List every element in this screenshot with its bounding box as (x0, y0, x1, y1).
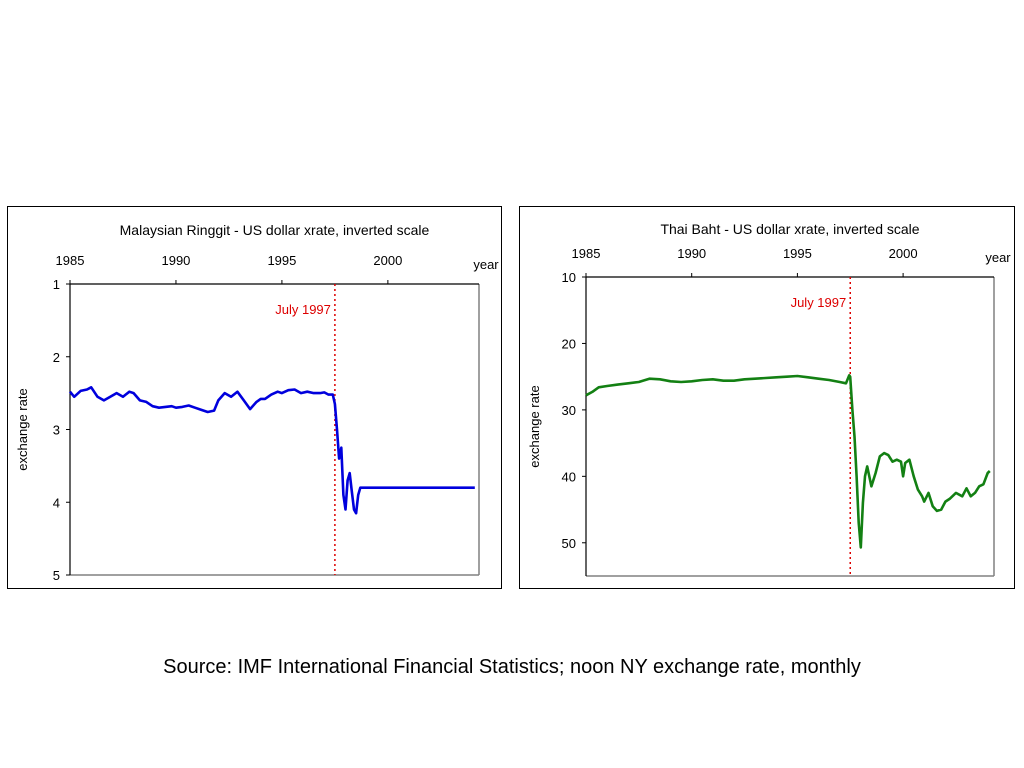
thailand-chart: Thai Baht - US dollar xrate, inverted sc… (527, 221, 1011, 577)
x-tick-label: 1990 (161, 253, 190, 268)
series-line (585, 374, 991, 549)
source-note: Source: IMF International Financial Stat… (163, 656, 861, 678)
chart-title: Malaysian Ringgit - US dollar xrate, inv… (120, 222, 430, 238)
y-tick-label: 30 (562, 403, 576, 418)
y-tick-label: 4 (53, 495, 60, 510)
y-tick-label: 3 (53, 423, 60, 438)
annotation-label: July 1997 (275, 302, 331, 317)
y-tick-label: 50 (562, 536, 576, 551)
y-axis-label: exchange rate (527, 385, 542, 467)
x-axis-label: year (473, 257, 499, 272)
x-axis-label: year (985, 250, 1011, 265)
y-tick-label: 1 (53, 277, 60, 292)
malaysia-chart-panel: Malaysian Ringgit - US dollar xrate, inv… (7, 206, 502, 589)
x-tick-label: 1995 (783, 246, 812, 261)
x-tick-label: 1985 (56, 253, 85, 268)
x-tick-label: 1990 (677, 246, 706, 261)
chart-title: Thai Baht - US dollar xrate, inverted sc… (660, 221, 919, 237)
x-tick-label: 2000 (889, 246, 918, 261)
x-tick-label: 1995 (267, 253, 296, 268)
thailand-chart-panel: Thai Baht - US dollar xrate, inverted sc… (519, 206, 1015, 589)
y-tick-label: 40 (562, 469, 576, 484)
y-tick-label: 5 (53, 568, 60, 583)
y-tick-label: 20 (562, 336, 576, 351)
malaysia-chart: Malaysian Ringgit - US dollar xrate, inv… (15, 222, 499, 583)
annotation-label: July 1997 (791, 295, 847, 310)
y-tick-label: 2 (53, 350, 60, 365)
series-line (68, 386, 475, 515)
y-tick-label: 10 (562, 270, 576, 285)
x-tick-label: 2000 (373, 253, 402, 268)
y-axis-label: exchange rate (15, 388, 30, 470)
x-tick-label: 1985 (572, 246, 601, 261)
